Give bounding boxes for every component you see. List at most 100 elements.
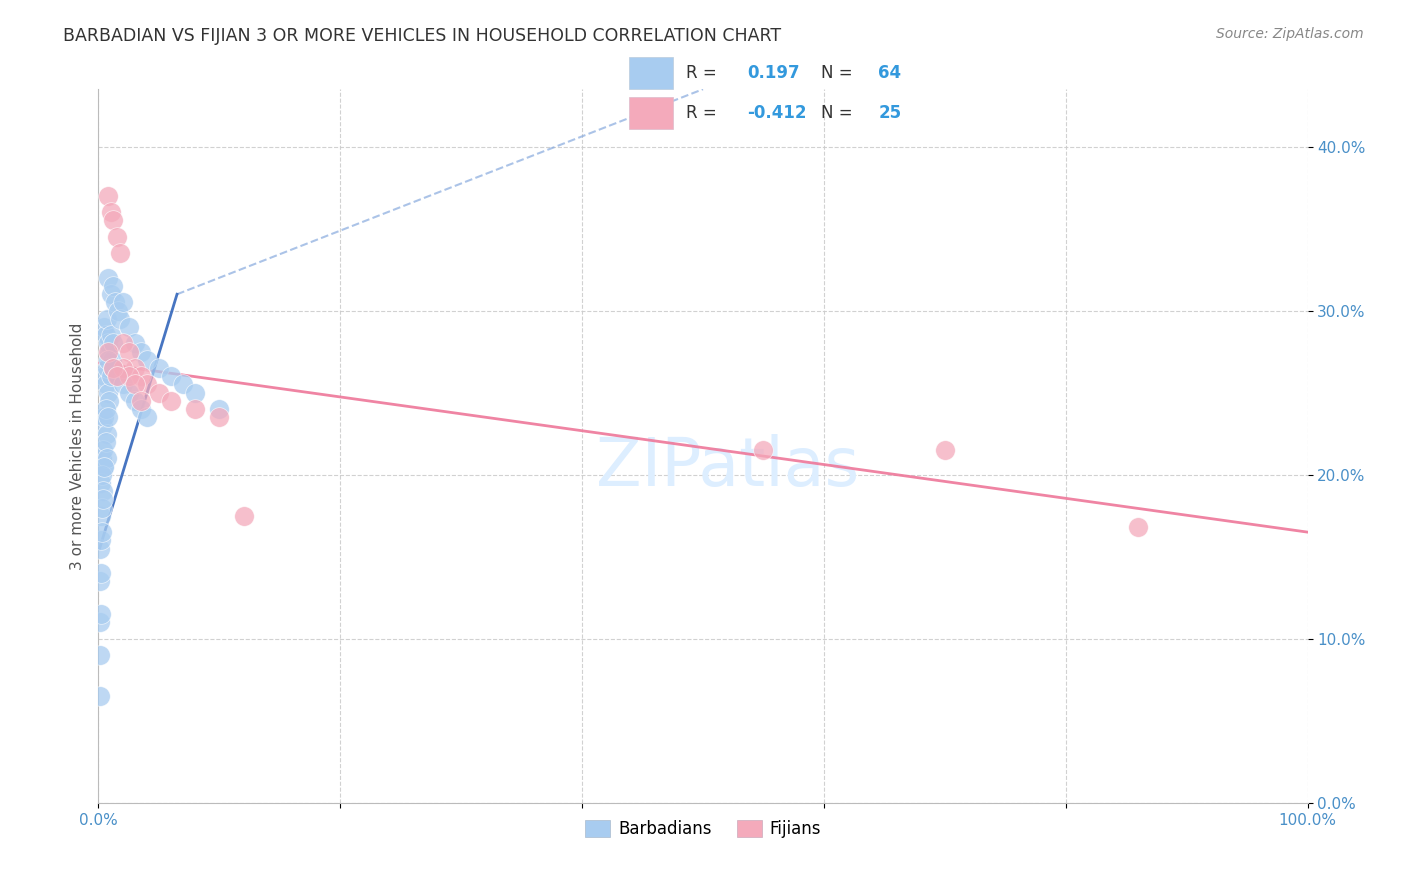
Point	[104, 295, 127, 310]
Point	[232, 508, 254, 523]
Point	[91, 484, 114, 499]
Point	[111, 336, 134, 351]
Point	[91, 451, 114, 466]
Point	[90, 508, 112, 523]
Point	[101, 213, 124, 227]
Point	[129, 344, 152, 359]
Point	[105, 369, 128, 384]
Point	[97, 352, 120, 367]
Text: -0.412: -0.412	[747, 104, 807, 122]
Point	[97, 385, 120, 400]
Text: ZIPatlas: ZIPatlas	[596, 434, 859, 500]
Point	[89, 689, 111, 703]
Point	[124, 336, 146, 351]
Bar	[628, 57, 672, 89]
Point	[135, 410, 157, 425]
Point	[148, 361, 170, 376]
Point	[752, 443, 775, 458]
Point	[91, 467, 114, 482]
Text: Source: ZipAtlas.com: Source: ZipAtlas.com	[1216, 27, 1364, 41]
Point	[97, 336, 120, 351]
Point	[91, 500, 114, 515]
Point	[148, 385, 170, 400]
Point	[184, 385, 207, 400]
Point	[93, 459, 115, 474]
Point	[93, 459, 115, 474]
Point	[100, 328, 122, 343]
Text: N =: N =	[821, 64, 852, 82]
Text: 0.197: 0.197	[747, 64, 800, 82]
Text: N =: N =	[821, 104, 852, 122]
Point	[90, 533, 112, 548]
Point	[1128, 520, 1150, 534]
Point	[124, 393, 146, 408]
Point	[100, 287, 122, 301]
Text: R =: R =	[686, 64, 717, 82]
Point	[94, 434, 117, 449]
Point	[93, 320, 115, 334]
Point	[108, 246, 131, 260]
Point	[172, 377, 194, 392]
Point	[129, 402, 152, 417]
Point	[108, 311, 131, 326]
Point	[91, 443, 114, 458]
Point	[208, 410, 231, 425]
Text: 64: 64	[879, 64, 901, 82]
Point	[100, 369, 122, 384]
Point	[184, 402, 207, 417]
Point	[107, 369, 129, 384]
Point	[93, 369, 115, 384]
Point	[91, 418, 114, 433]
Point	[208, 402, 231, 417]
Point	[96, 451, 118, 466]
Point	[105, 230, 128, 244]
Point	[111, 295, 134, 310]
Point	[160, 369, 183, 384]
Point	[91, 525, 114, 540]
Point	[90, 566, 112, 581]
Point	[93, 410, 115, 425]
Point	[94, 377, 117, 392]
Text: 25: 25	[879, 104, 901, 122]
Point	[97, 410, 120, 425]
Point	[91, 492, 114, 507]
Bar	[628, 97, 672, 129]
Point	[96, 426, 118, 441]
Point	[96, 361, 118, 376]
Point	[124, 377, 146, 392]
Point	[100, 352, 122, 367]
Point	[100, 205, 122, 219]
Point	[111, 361, 134, 376]
Point	[135, 377, 157, 392]
Point	[89, 574, 111, 589]
Point	[97, 344, 120, 359]
Point	[89, 648, 111, 662]
Point	[118, 369, 141, 384]
Point	[94, 328, 117, 343]
Point	[129, 369, 152, 384]
Point	[97, 270, 120, 285]
Point	[90, 607, 112, 622]
Point	[101, 279, 124, 293]
Point	[101, 361, 124, 376]
Point	[97, 189, 120, 203]
Point	[160, 393, 183, 408]
Point	[111, 377, 134, 392]
Point	[118, 344, 141, 359]
Point	[135, 352, 157, 367]
Legend: Barbadians, Fijians: Barbadians, Fijians	[578, 813, 828, 845]
Point	[118, 385, 141, 400]
Point	[98, 393, 121, 408]
Point	[90, 475, 112, 490]
Point	[98, 344, 121, 359]
Point	[118, 320, 141, 334]
Point	[934, 443, 956, 458]
Point	[96, 311, 118, 326]
Text: BARBADIAN VS FIJIAN 3 OR MORE VEHICLES IN HOUSEHOLD CORRELATION CHART: BARBADIAN VS FIJIAN 3 OR MORE VEHICLES I…	[63, 27, 782, 45]
Point	[129, 393, 152, 408]
Point	[94, 402, 117, 417]
Point	[101, 361, 124, 376]
Point	[101, 336, 124, 351]
Point	[89, 615, 111, 630]
Text: R =: R =	[686, 104, 717, 122]
